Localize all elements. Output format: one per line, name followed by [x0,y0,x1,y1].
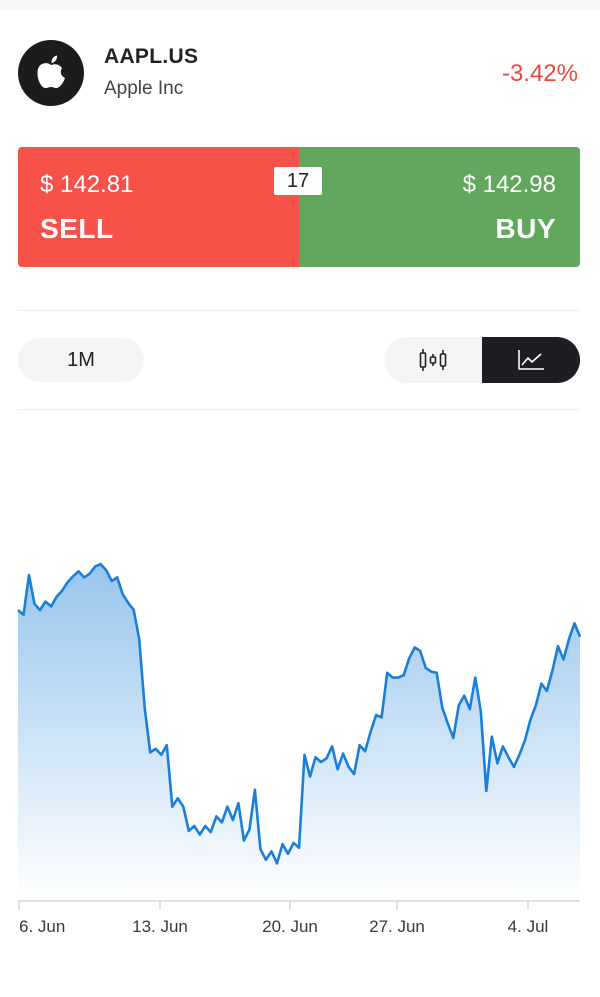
x-tick-label: 6. Jun [19,917,65,936]
price-area [18,564,580,901]
company-name: Apple Inc [104,78,184,99]
apple-icon [18,40,84,106]
price-chart: 6. Jun 13. Jun 20. Jun 27. Jun 4. Jul [0,420,600,980]
buy-price: $ 142.98 [462,171,556,198]
price-line [17,562,582,865]
chart-type-toggle [384,337,580,383]
sell-label: SELL [40,213,114,244]
top-strip [0,0,600,10]
x-tick-label: 27. Jun [369,917,425,936]
buy-button[interactable]: $ 142.98 BUY [299,147,580,267]
price-change: -3.42% [501,60,578,87]
candlestick-icon [419,349,447,371]
instrument-header: AAPL.US Apple Inc -3.42% [0,28,600,118]
candlestick-button[interactable] [384,337,482,383]
divider [18,409,580,410]
buy-label: BUY [495,213,556,244]
x-tick-label: 4. Jul [508,917,549,936]
trade-panel: $ 142.81 SELL $ 142.98 BUY 17 [18,147,580,267]
line-chart-icon [518,350,544,370]
ticker-symbol: AAPL.US [104,45,199,68]
line-chart-button[interactable] [482,337,580,383]
sell-button[interactable]: $ 142.81 SELL [18,147,299,267]
period-selector[interactable]: 1M [18,338,144,382]
x-tick-label: 13. Jun [132,917,188,936]
divider [18,310,580,311]
sell-price: $ 142.81 [40,171,134,198]
x-tick-label: 20. Jun [262,917,318,936]
spread-badge: 17 [274,167,322,195]
